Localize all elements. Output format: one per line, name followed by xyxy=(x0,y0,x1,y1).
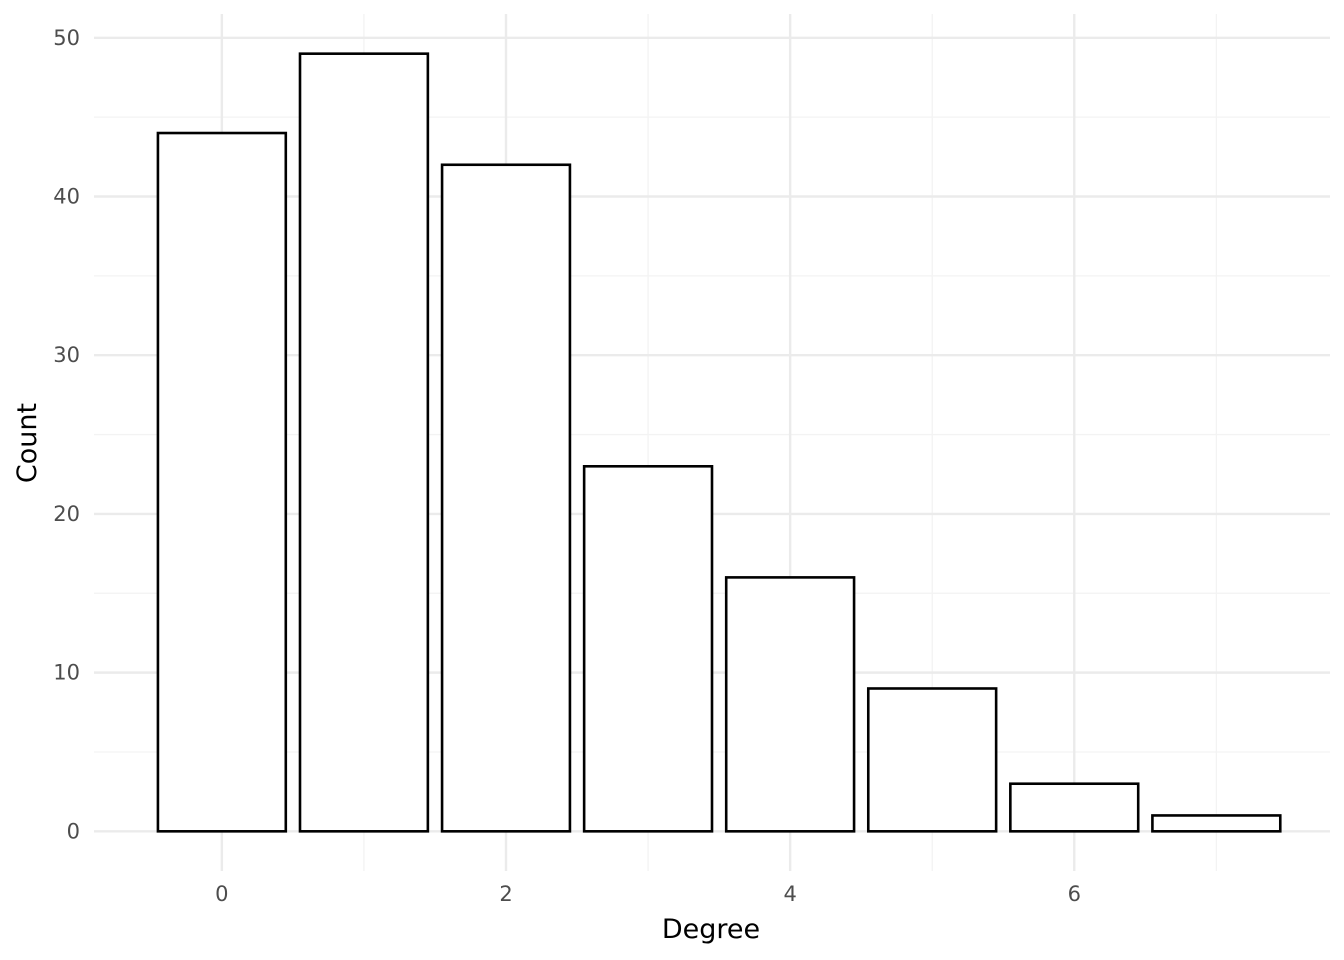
bar-degree-0 xyxy=(156,131,288,833)
bar-degree-6 xyxy=(1009,782,1140,833)
x-tick-label: 0 xyxy=(215,882,228,906)
y-tick-label: 50 xyxy=(53,26,80,50)
y-tick-label: 0 xyxy=(67,819,80,843)
y-axis-title: Count xyxy=(12,403,43,483)
y-tick-label: 10 xyxy=(53,661,80,685)
x-tick-label: 2 xyxy=(499,882,512,906)
x-tick-label: 6 xyxy=(1068,882,1081,906)
x-axis-title: Degree xyxy=(662,914,760,945)
x-axis-tick-labels: 0 2 4 6 xyxy=(215,882,1081,906)
bar-degree-4 xyxy=(724,576,856,833)
bar-degree-3 xyxy=(582,465,714,833)
x-tick-label: 4 xyxy=(783,882,796,906)
y-tick-label: 40 xyxy=(53,185,80,209)
y-axis-tick-labels: 0 10 20 30 40 50 xyxy=(53,26,80,844)
y-tick-label: 30 xyxy=(53,343,80,367)
bars xyxy=(156,52,1282,833)
y-tick-label: 20 xyxy=(53,502,80,526)
bar-degree-2 xyxy=(440,163,572,833)
bar-degree-5 xyxy=(866,687,998,833)
bar-degree-7 xyxy=(1151,814,1282,833)
bar-degree-1 xyxy=(298,52,430,833)
